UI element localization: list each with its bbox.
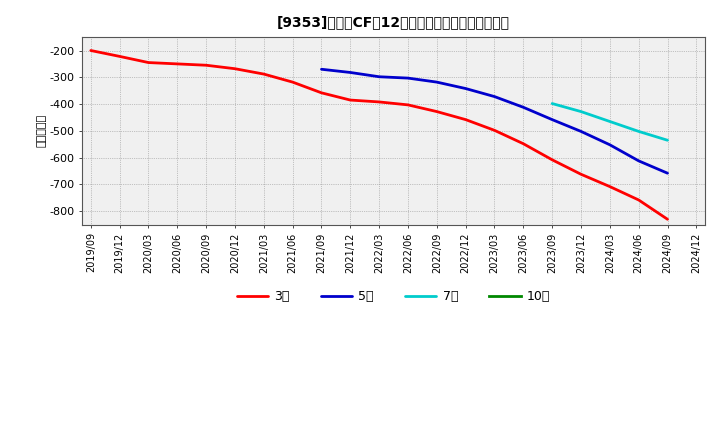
3年 [519,141,528,147]
Y-axis label: （百万円）: （百万円） [37,114,47,147]
5年 [346,70,355,75]
5年 [404,75,413,81]
5年 [375,74,384,79]
Line: 5年: 5年 [322,69,667,173]
3年 [259,71,268,77]
3年 [318,90,326,95]
7年 [577,109,585,114]
5年 [577,129,585,134]
7年 [606,119,614,124]
3年 [404,102,413,107]
5年 [462,86,470,91]
3年 [606,184,614,189]
3年 [288,80,297,85]
3年 [115,54,124,59]
5年 [318,66,326,72]
7年 [548,101,557,106]
5年 [519,105,528,110]
7年 [663,138,672,143]
Line: 7年: 7年 [552,103,667,140]
5年 [490,94,499,99]
3年 [202,62,210,68]
3年 [490,128,499,133]
Line: 3年: 3年 [91,51,667,219]
3年 [634,198,643,203]
3年 [433,109,441,114]
3年 [144,60,153,65]
3年 [663,216,672,222]
3年 [375,99,384,105]
5年 [663,171,672,176]
3年 [577,172,585,177]
3年 [86,48,95,53]
Legend: 3年, 5年, 7年, 10年: 3年, 5年, 7年, 10年 [232,286,555,308]
3年 [230,66,239,71]
3年 [548,157,557,162]
3年 [173,61,181,66]
5年 [606,142,614,147]
5年 [433,80,441,85]
3年 [462,117,470,122]
7年 [634,129,643,134]
3年 [346,97,355,103]
5年 [548,117,557,122]
5年 [634,158,643,164]
Title: [9353]　投資CFの12か月移動合計の平均値の推移: [9353] 投資CFの12か月移動合計の平均値の推移 [277,15,510,29]
